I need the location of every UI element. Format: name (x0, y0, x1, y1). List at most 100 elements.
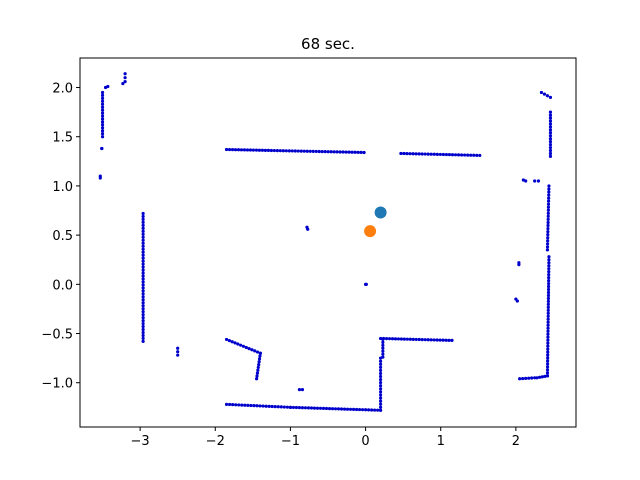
scan-point (420, 152, 424, 156)
scan-point (548, 131, 553, 135)
scan-point (546, 356, 550, 360)
scan-point (257, 360, 261, 364)
scan-point (548, 151, 553, 156)
scan-point (463, 153, 467, 157)
scan-point (141, 336, 145, 341)
scan-point (305, 149, 309, 153)
scan-point (141, 313, 145, 317)
scan-point (326, 150, 330, 154)
scan-point (444, 338, 448, 342)
scan-point (530, 376, 534, 380)
scan-point (546, 205, 551, 209)
scan-point (275, 149, 279, 153)
scan-point (432, 338, 436, 342)
scan-point (546, 353, 550, 357)
scan-point (231, 403, 235, 407)
scan-point (363, 408, 368, 412)
scan-point (546, 296, 551, 301)
scan-point (450, 338, 454, 343)
scan-point (272, 148, 276, 153)
scan-point (546, 323, 550, 327)
scan-point (546, 299, 550, 304)
scan-point (362, 150, 366, 155)
scan-point (444, 152, 449, 157)
scan-point (548, 142, 553, 147)
scan-point (379, 390, 383, 394)
scan-point (429, 152, 433, 156)
scan-point (517, 261, 521, 265)
scan-point (294, 405, 299, 410)
scan-point (227, 147, 232, 152)
scan-point (533, 376, 537, 380)
scan-point (239, 148, 244, 152)
scan-point (341, 150, 345, 154)
scan-point (309, 406, 314, 410)
scan-point (405, 151, 409, 156)
scan-point (420, 337, 424, 342)
y-tick-label: −0.5 (41, 328, 73, 343)
scan-point (546, 308, 550, 312)
scan-point (335, 150, 339, 154)
scan-point (323, 150, 327, 154)
scan-point (414, 337, 418, 342)
x-tick-label: −1 (281, 434, 300, 449)
scan-point (329, 150, 333, 154)
scan-point (284, 149, 288, 153)
scan-point (330, 407, 335, 411)
scan-point (297, 388, 302, 392)
scan-point (176, 346, 180, 350)
scan-point (379, 336, 383, 341)
scan-point (254, 148, 259, 152)
y-tick-label: 1.0 (52, 180, 73, 195)
scan-point (344, 150, 348, 154)
scan-point (379, 374, 383, 379)
scan-point (533, 179, 537, 183)
scan-point (342, 407, 347, 411)
scan-point (546, 290, 551, 295)
scan-point (123, 72, 127, 76)
scan-point (387, 337, 392, 341)
scan-point (252, 404, 256, 408)
scan-point (547, 190, 551, 194)
scan-point (141, 327, 145, 332)
scan-point (278, 149, 282, 153)
scan-point (524, 376, 528, 380)
scan-point (141, 268, 145, 272)
scan-point (381, 349, 385, 353)
scan-point (100, 114, 105, 118)
scan-point (545, 248, 550, 252)
chart-marks (98, 72, 553, 412)
scan-point (435, 152, 439, 156)
scan-point (547, 187, 551, 191)
x-tick-label: −3 (131, 434, 150, 449)
scan-point (543, 374, 547, 378)
scan-point (141, 333, 145, 338)
scan-point (546, 350, 550, 354)
scan-point (414, 152, 418, 156)
scan-point (306, 227, 310, 231)
scan-point (311, 149, 315, 153)
scan-point (381, 340, 385, 344)
scan-point (547, 273, 551, 277)
scan-point (141, 262, 145, 266)
scan-point (429, 338, 433, 342)
scan-point (141, 259, 145, 263)
scan-point (348, 407, 353, 411)
scan-point (141, 223, 145, 227)
scan-point (548, 95, 553, 99)
scan-point (100, 108, 105, 112)
scan-point (432, 152, 436, 156)
scan-point (459, 153, 464, 157)
scan-point (548, 148, 553, 153)
scan-point (546, 341, 550, 345)
scan-point (372, 408, 377, 412)
scan-point (535, 376, 539, 380)
scan-point (547, 255, 551, 259)
scan-point (548, 113, 553, 117)
scan-point (545, 245, 550, 249)
scan-point (521, 376, 525, 381)
scan-point (408, 337, 412, 341)
scan-point (547, 281, 551, 286)
scan-point (527, 376, 531, 380)
scan-point (546, 226, 550, 231)
